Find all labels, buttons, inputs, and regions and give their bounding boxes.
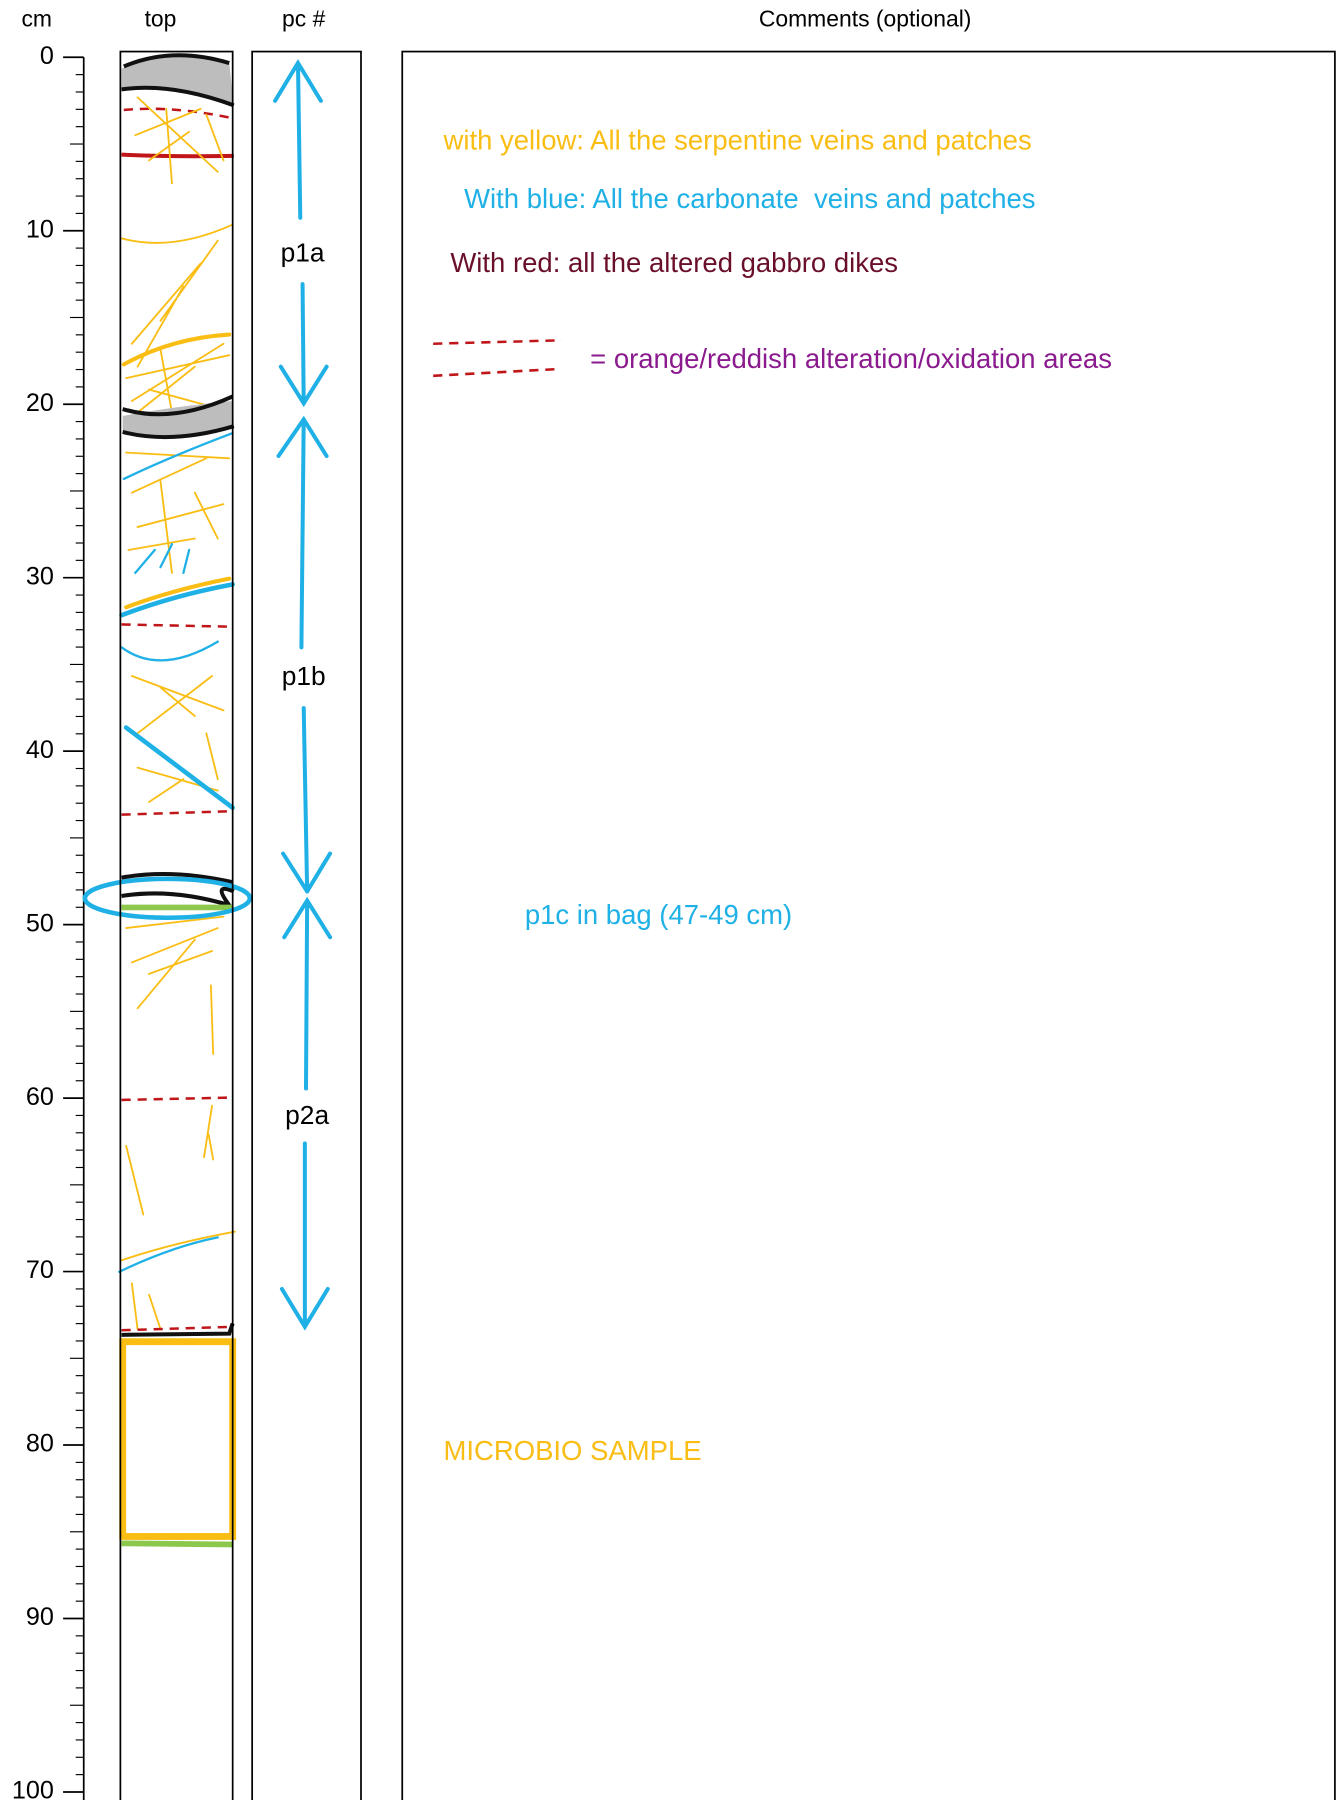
carbonate-vein [120,640,219,662]
comment: p1c in bag (47-49 cm) [525,899,792,930]
microbio-sample-box [119,1338,237,1540]
rubble-edge [122,394,235,440]
cap [122,401,234,436]
tick-label: 50 [26,909,54,937]
rubble-edge [121,53,235,108]
core-column [119,50,234,1800]
gabbro-dike [121,152,234,159]
comments-header: Comments (optional) [759,6,972,32]
piece-header: pc # [282,6,326,32]
comments-box [401,50,1336,1800]
tick-label: 10 [26,215,54,243]
serpentine-vein [125,342,231,414]
carbonate-vein [118,1236,219,1273]
tick-label: 0 [40,42,54,70]
piece-column [251,50,362,1800]
tick-label: 40 [26,736,54,764]
piece-label: p1a [281,237,325,267]
piece-arrow [279,896,333,1331]
comment: with yellow: All the serpentine veins an… [442,124,1031,155]
depth-header: cm [21,6,52,32]
serpentine-vein [125,915,225,1056]
bag-marker [82,876,253,921]
core-header: top [145,6,177,32]
carbonate-vein [119,582,235,618]
carbonate-vein [123,725,235,811]
oxidation [121,1325,233,1332]
oxidation-key [433,339,562,378]
piece-arrow [273,59,329,408]
piece-arrows [273,59,333,1331]
serpentine-vein [125,1104,215,1216]
tick-label: 100 [12,1777,54,1800]
tick-label: 80 [26,1430,54,1458]
oxidation [121,623,233,628]
comment: With blue: All the carbonate veins and p… [464,183,1035,214]
comment: = orange/reddish alteration/oxidation ar… [590,343,1112,374]
cap [121,55,234,106]
comment: MICROBIO SAMPLE [443,1435,701,1466]
serpentine-vein [120,223,234,368]
serpentine-vein [134,96,225,185]
rubble-edge [121,872,235,909]
tick-label: 20 [26,389,54,417]
serpentine-vein [121,332,232,367]
tick-label: 60 [26,1083,54,1111]
piece-label: p1b [282,661,326,691]
rubble-edge [121,1322,235,1337]
core-drawing [82,53,253,1548]
piece-boundary [121,1540,233,1548]
piece-arrow [276,415,333,894]
serpentine-vein [130,675,225,803]
tick-label: 90 [26,1603,54,1631]
oxidation [121,809,233,816]
serpentine-vein [124,576,232,610]
serpentine-vein [120,1230,236,1331]
tick-label: 30 [26,562,54,590]
oxidation [121,1096,230,1102]
tick-label: 70 [26,1256,54,1284]
carbonate-vein [122,431,234,575]
depth-axis: 0 10 20 30 40 50 60 70 80 90 100 [12,42,85,1800]
comment: With red: all the altered gabbro dikes [450,247,898,278]
oxidation [123,107,232,120]
piece-label: p2a [285,1100,329,1130]
